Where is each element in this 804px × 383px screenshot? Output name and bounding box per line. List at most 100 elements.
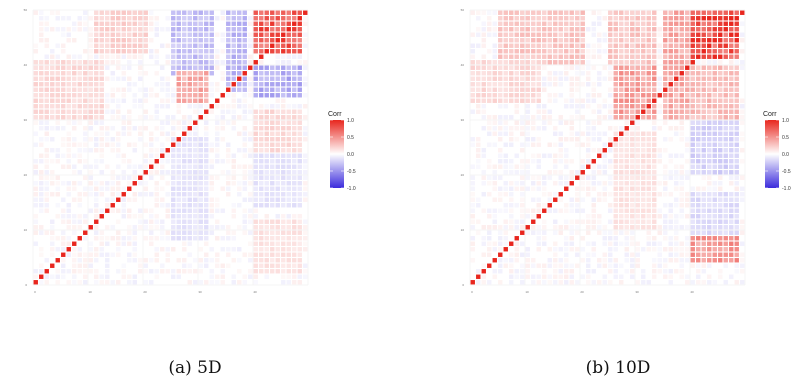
heatmap-cell [88, 98, 93, 103]
heatmap-cell [685, 280, 690, 285]
heatmap-cell [597, 93, 602, 98]
heatmap-cell [94, 192, 99, 197]
heatmap-cell [99, 159, 104, 164]
heatmap-cell [259, 71, 264, 76]
heatmap-cell [641, 208, 646, 213]
heatmap-cell [619, 98, 624, 103]
heatmap-cell [220, 137, 225, 142]
heatmap-cell [286, 104, 291, 109]
heatmap-cell [160, 98, 165, 103]
heatmap-cell [297, 54, 302, 59]
heatmap-cell [231, 175, 236, 180]
heatmap-cell [569, 280, 574, 285]
heatmap-cell [209, 203, 214, 208]
heatmap-cell [303, 43, 308, 48]
heatmap-cell [663, 65, 668, 70]
heatmap-cell [242, 252, 247, 257]
heatmap-cell [734, 181, 739, 186]
heatmap-cell [138, 175, 143, 180]
heatmap-cell [531, 65, 536, 70]
heatmap-cell [685, 159, 690, 164]
heatmap-cell [187, 76, 192, 81]
heatmap-cell [630, 115, 635, 120]
heatmap-cell [61, 197, 66, 202]
heatmap-cell [50, 126, 55, 131]
heatmap-cell [685, 65, 690, 70]
heatmap-cell [275, 247, 280, 252]
heatmap-cell [630, 252, 635, 257]
heatmap-cell [50, 27, 55, 32]
heatmap-cell [39, 71, 44, 76]
heatmap-cell [723, 16, 728, 21]
heatmap-cell [619, 203, 624, 208]
heatmap-cell [242, 225, 247, 230]
heatmap-cell [171, 148, 176, 153]
heatmap-cell [248, 137, 253, 142]
heatmap-cell [176, 120, 181, 125]
heatmap-cell [674, 241, 679, 246]
heatmap-cell [286, 148, 291, 153]
heatmap-cell [602, 38, 607, 43]
heatmap-cell [685, 137, 690, 142]
heatmap-cell [690, 98, 695, 103]
heatmap-cell [83, 148, 88, 153]
heatmap-cell [613, 170, 618, 175]
heatmap-cell [558, 71, 563, 76]
heatmap-cell [171, 120, 176, 125]
heatmap-cell [143, 159, 148, 164]
heatmap-cell [498, 82, 503, 87]
heatmap-cell [127, 214, 132, 219]
heatmap-cell [237, 181, 242, 186]
heatmap-cell [624, 148, 629, 153]
heatmap-cell [503, 203, 508, 208]
heatmap-cell [110, 109, 115, 114]
heatmap-cell [635, 38, 640, 43]
heatmap-cell [187, 131, 192, 136]
heatmap-cell [83, 186, 88, 191]
heatmap-cell [55, 93, 60, 98]
heatmap-cell [696, 274, 701, 279]
heatmap-cell [718, 71, 723, 76]
heatmap-cell [55, 247, 60, 252]
heatmap-cell [613, 153, 618, 158]
heatmap-cell [77, 170, 82, 175]
heatmap-cell [226, 87, 231, 92]
heatmap-cell [575, 43, 580, 48]
heatmap-cell [292, 230, 297, 235]
heatmap-cell [176, 10, 181, 15]
heatmap-cell [176, 214, 181, 219]
heatmap-cell [685, 142, 690, 147]
heatmap-cell [591, 186, 596, 191]
heatmap-cell [231, 153, 236, 158]
heatmap-cell [679, 109, 684, 114]
heatmap-cell [542, 21, 547, 26]
heatmap-cell [143, 38, 148, 43]
x-tick-label: 0 [34, 290, 36, 294]
heatmap-cell [193, 164, 198, 169]
heatmap-cell [553, 21, 558, 26]
heatmap-cell [608, 16, 613, 21]
heatmap-cell [149, 137, 154, 142]
heatmap-cell [149, 208, 154, 213]
heatmap-cell [547, 280, 552, 285]
heatmap-cell [99, 54, 104, 59]
heatmap-cell [674, 225, 679, 230]
heatmap-cell [498, 131, 503, 136]
heatmap-cell [470, 280, 475, 285]
legend-title: Corr [763, 111, 777, 118]
heatmap-cell [61, 93, 66, 98]
heatmap-cell [50, 82, 55, 87]
heatmap-cell [542, 219, 547, 224]
heatmap-cell [237, 104, 242, 109]
heatmap-cell [652, 93, 657, 98]
heatmap-cell [690, 247, 695, 252]
heatmap-cell [143, 71, 148, 76]
heatmap-cell [707, 65, 712, 70]
heatmap-cell [509, 126, 514, 131]
heatmap-cell [264, 153, 269, 158]
heatmap-cell [253, 230, 258, 235]
heatmap-cell [44, 258, 49, 263]
heatmap-cell [253, 43, 258, 48]
heatmap-cell [558, 258, 563, 263]
